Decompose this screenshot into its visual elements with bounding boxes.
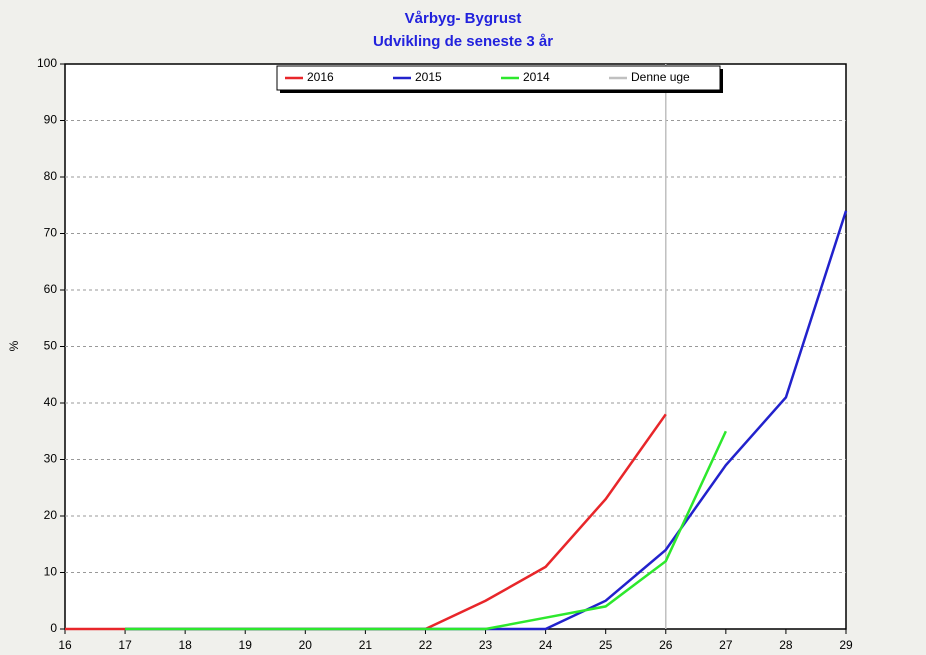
- legend: [276, 65, 721, 91]
- series-line: [125, 430, 727, 631]
- x-tick-label: 20: [299, 638, 313, 652]
- legend-label: Denne uge: [631, 70, 690, 84]
- y-axis-label: %: [7, 340, 21, 351]
- legend-label: 2016: [307, 70, 334, 84]
- x-tick-label: 26: [659, 638, 673, 652]
- chart-subtitle: Udvikling de seneste 3 år: [373, 33, 553, 50]
- chart-title: Vårbyg- Bygrust: [405, 10, 522, 27]
- x-tick-label: 28: [779, 638, 793, 652]
- x-tick-label: 16: [58, 638, 72, 652]
- y-tick-label: 90: [44, 113, 58, 127]
- x-tick-label: 19: [239, 638, 253, 652]
- x-tick-label: 25: [599, 638, 613, 652]
- y-tick-label: 40: [44, 395, 58, 409]
- y-tick-label: 30: [44, 452, 58, 466]
- y-tick-label: 60: [44, 282, 58, 296]
- y-tick-label: 50: [44, 339, 58, 353]
- x-tick-label: 29: [839, 638, 853, 652]
- y-tick-label: 10: [44, 565, 58, 579]
- y-tick-label: 20: [44, 508, 58, 522]
- x-tick-label: 18: [178, 638, 192, 652]
- x-tick-label: 24: [539, 638, 553, 652]
- y-tick-label: 80: [44, 169, 58, 183]
- x-tick-label: 23: [479, 638, 493, 652]
- y-tick-label: 70: [44, 226, 58, 240]
- x-tick-label: 22: [419, 638, 433, 652]
- x-tick-label: 17: [118, 638, 132, 652]
- y-tick-label: 100: [37, 56, 57, 70]
- legend-label: 2015: [415, 70, 442, 84]
- legend-label: 2014: [523, 70, 550, 84]
- x-tick-label: 27: [719, 638, 733, 652]
- y-tick-label: 0: [50, 621, 57, 635]
- x-tick-label: 21: [359, 638, 373, 652]
